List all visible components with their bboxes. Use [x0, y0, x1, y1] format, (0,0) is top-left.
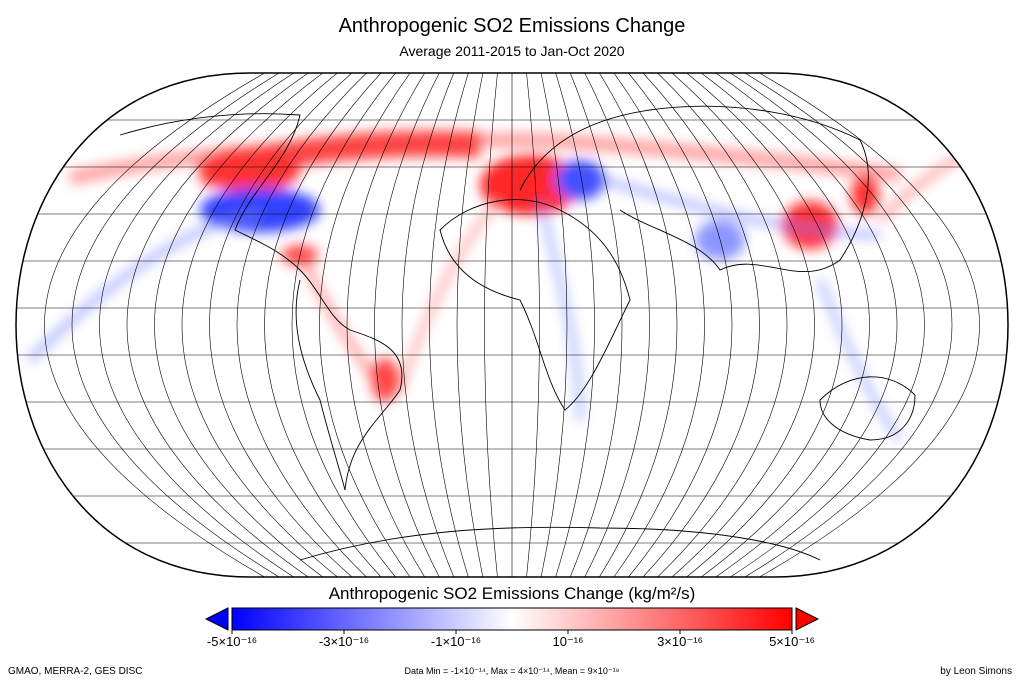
- meridian: [154, 73, 323, 577]
- meridian: [126, 73, 309, 577]
- meridian: [526, 73, 540, 577]
- colorbar-tick-label: -3×10⁻¹⁶: [319, 634, 369, 649]
- meridian: [429, 73, 469, 577]
- meridian: [730, 73, 925, 577]
- colorbar-tick-label: -5×10⁻¹⁶: [207, 634, 257, 649]
- meridian: [744, 73, 953, 577]
- colorbar-extend-high: [795, 607, 820, 631]
- meridian: [71, 73, 280, 577]
- emission-field: [27, 130, 1008, 443]
- map-outline: [15, 72, 1009, 578]
- meridian: [701, 73, 870, 577]
- meridian: [613, 73, 705, 577]
- graticule: [16, 73, 1008, 577]
- footer-right: by Leon Simons: [940, 666, 1012, 677]
- meridian: [642, 73, 760, 577]
- meridian: [209, 73, 353, 577]
- meridian: [374, 73, 440, 577]
- meridian: [569, 73, 623, 577]
- coastlines: [119, 105, 916, 561]
- meridian: [540, 73, 568, 577]
- meridian: [264, 73, 382, 577]
- meridian: [401, 73, 455, 577]
- meridian: [99, 73, 294, 577]
- meridian: [236, 73, 367, 577]
- colorbar-tick-label: 10⁻¹⁶: [552, 634, 583, 649]
- meridian: [671, 73, 815, 577]
- meridian: [346, 73, 425, 577]
- footer-center: Data Min = -1×10⁻¹⁴, Max = 4×10⁻¹⁴, Mean…: [405, 666, 620, 676]
- footer-left: GMAO, MERRA-2, GES DISC: [8, 666, 142, 677]
- meridian: [628, 73, 733, 577]
- colorbar-title: Anthropogenic SO2 Emissions Change (kg/m…: [329, 584, 696, 603]
- meridian: [555, 73, 595, 577]
- map-field: [16, 73, 1008, 577]
- colorbar-tick-label: 5×10⁻¹⁶: [769, 634, 815, 649]
- colorbar-tick-label: 3×10⁻¹⁶: [657, 634, 703, 649]
- title: Anthropogenic SO2 Emissions Change: [339, 15, 686, 37]
- meridian: [715, 73, 898, 577]
- meridian: [759, 73, 980, 577]
- meridian: [181, 73, 338, 577]
- meridian: [599, 73, 678, 577]
- meridian: [657, 73, 788, 577]
- meridian: [484, 73, 498, 577]
- meridian: [291, 73, 396, 577]
- subtitle: Average 2011-2015 to Jan-Oct 2020: [399, 43, 624, 59]
- meridian: [686, 73, 843, 577]
- colorbar: -5×10⁻¹⁶ -3×10⁻¹⁶ -1×10⁻¹⁶ 10⁻¹⁶ 3×10⁻¹⁶ 5×10…: [204, 607, 820, 649]
- colorbar-extend-low: [204, 607, 229, 631]
- colorbar-tick-label: -1×10⁻¹⁶: [431, 634, 481, 649]
- colorbar-gradient: [231, 607, 793, 631]
- meridian: [44, 73, 265, 577]
- meridian: [319, 73, 411, 577]
- meridian: [456, 73, 484, 577]
- meridian: [584, 73, 650, 577]
